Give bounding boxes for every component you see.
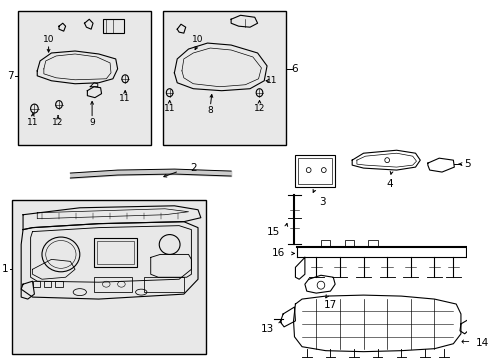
Bar [320,239,330,247]
Text: 10: 10 [192,35,203,44]
Text: 4: 4 [386,179,392,189]
Text: 12: 12 [52,118,63,127]
Text: 11: 11 [119,94,131,103]
Text: 12: 12 [253,104,264,113]
Text: 8: 8 [207,106,213,115]
Bar [18,11,150,145]
Text: 1: 1 [2,264,9,274]
Bar [163,11,285,145]
Text: 9: 9 [89,118,95,127]
Text: 3: 3 [319,197,325,207]
Bar [44,281,51,287]
Text: 10: 10 [43,35,54,44]
Bar [12,200,205,354]
Bar [144,277,183,292]
Bar [55,281,62,287]
Text: 7: 7 [7,71,14,81]
Text: 6: 6 [291,64,298,74]
Text: 2: 2 [190,163,196,173]
Text: 17: 17 [323,300,336,310]
Text: 11: 11 [265,76,277,85]
Bar [344,239,353,247]
Bar [32,281,40,287]
Bar [97,240,133,264]
Text: ←: ← [459,338,468,348]
Text: 16: 16 [271,248,285,258]
Bar [298,158,332,184]
Text: 11: 11 [27,118,38,127]
Text: 15: 15 [266,226,280,237]
Bar [94,238,136,267]
Text: 5: 5 [463,159,469,169]
Text: 13: 13 [260,324,273,334]
Text: 14: 14 [475,338,488,348]
Bar [295,155,334,187]
Text: 11: 11 [163,104,175,113]
Bar [103,19,124,33]
Bar [367,239,377,247]
Bar [94,277,132,292]
